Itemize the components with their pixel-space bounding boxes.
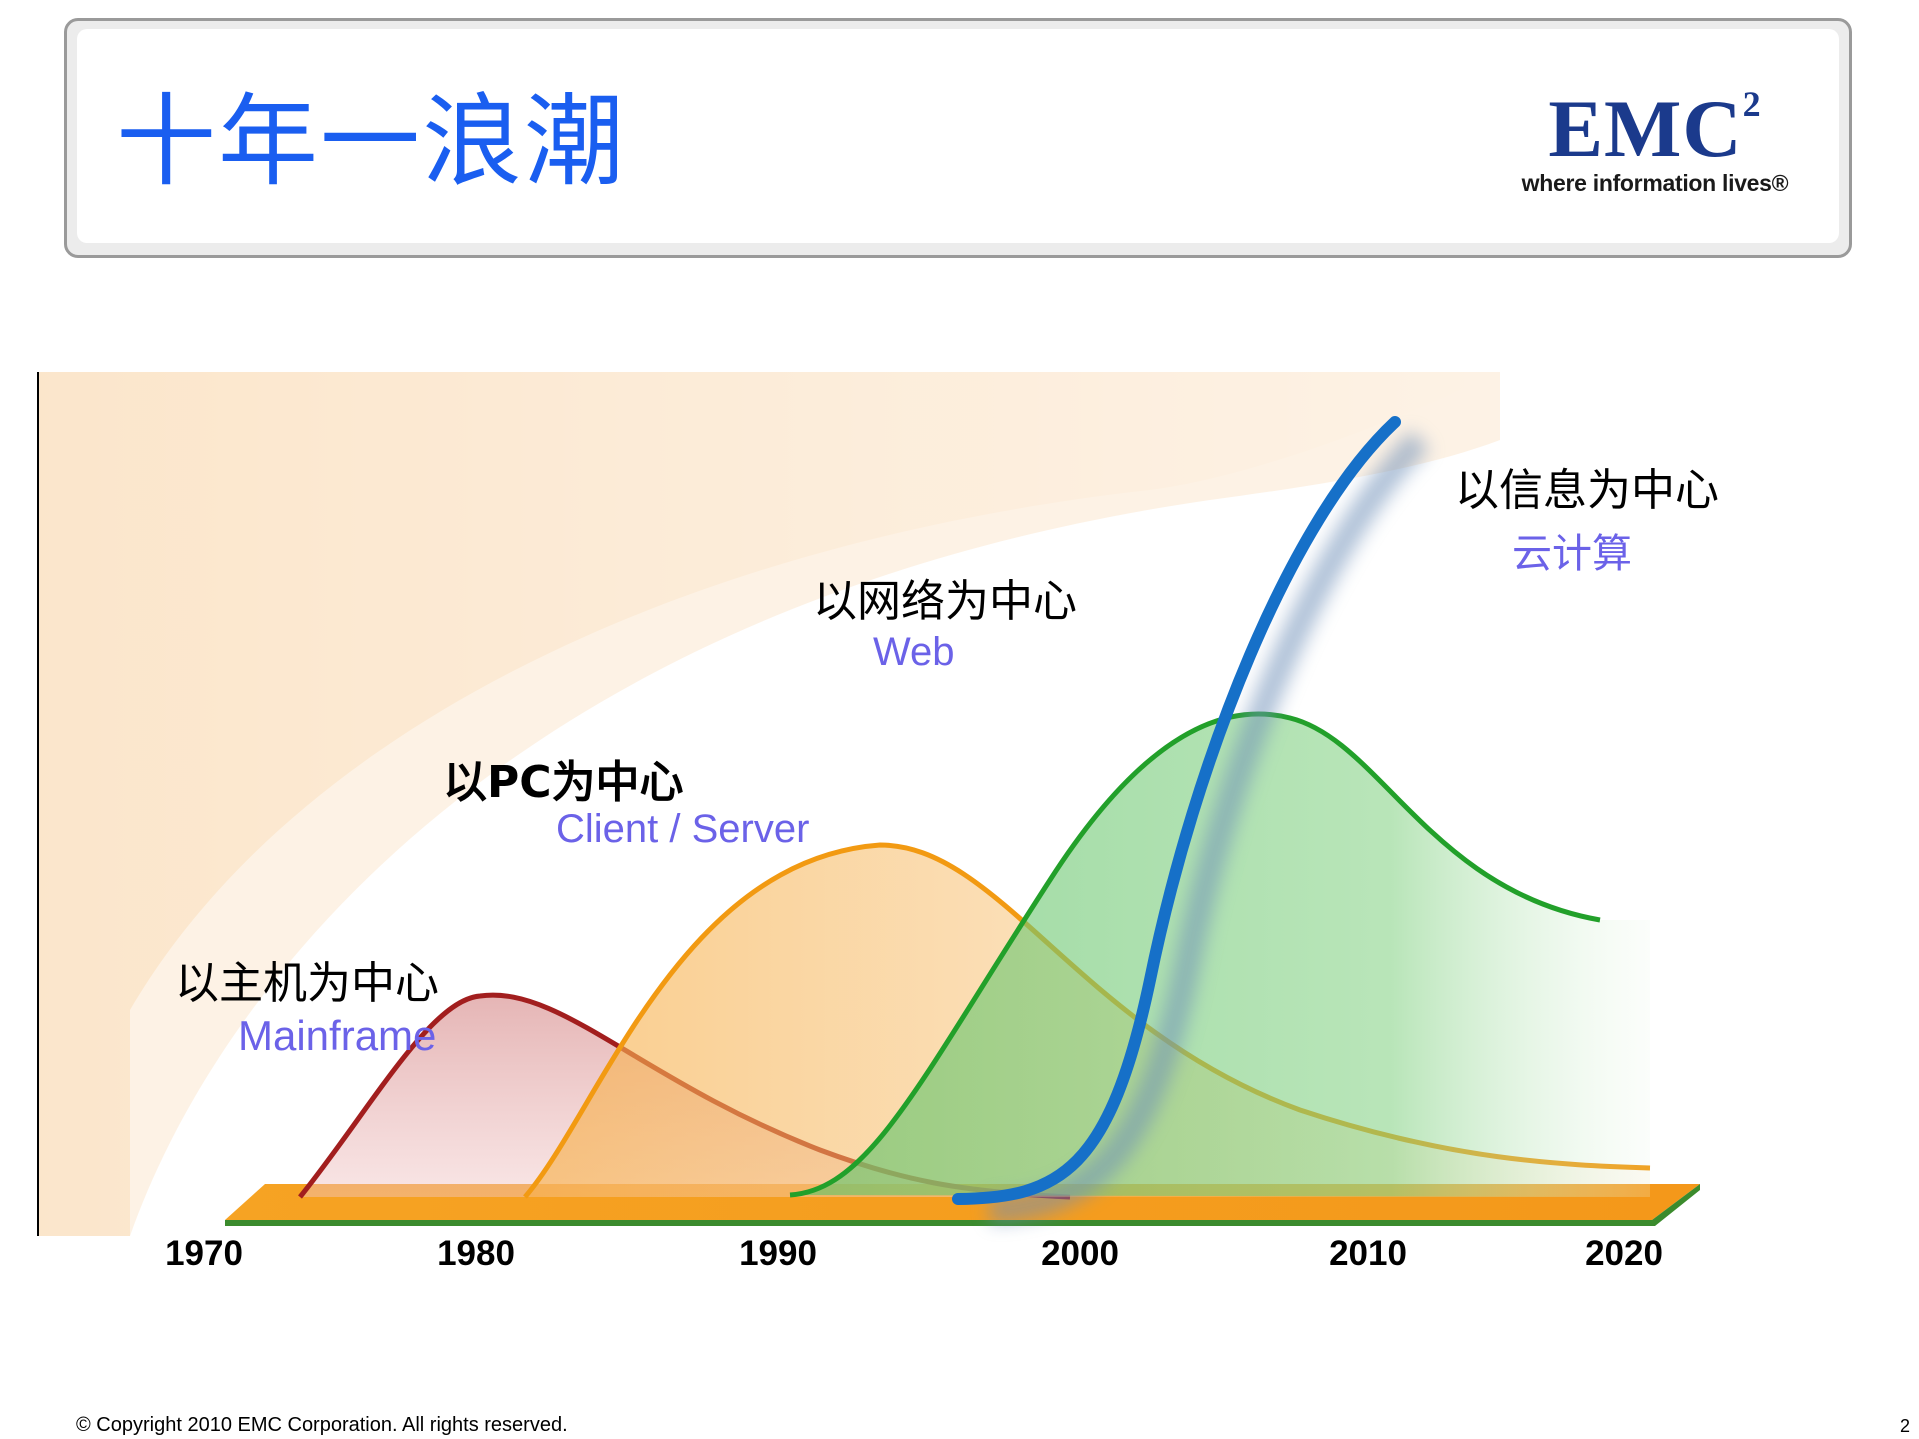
info-wave-line xyxy=(952,416,1401,1205)
emc-logo: EMC2 where information lives® xyxy=(1520,86,1790,197)
info-label: 以信息为中心 xyxy=(1455,465,1719,516)
web-wave-line xyxy=(789,711,1601,1198)
pc-label: 以PC为中心 xyxy=(443,757,684,808)
page-number: 2 xyxy=(1900,1416,1911,1436)
web-wave-fill xyxy=(790,713,1650,1197)
mainframe-label: 以主机为中心 xyxy=(175,958,439,1009)
web-label: 以网络为中心 xyxy=(813,576,1077,627)
title-frame xyxy=(64,18,1852,258)
timeline-base-edge xyxy=(225,1184,1700,1226)
x-tick-label: 2020 xyxy=(1585,1234,1663,1273)
web-sublabel: Web xyxy=(873,630,955,674)
x-tick-label: 1970 xyxy=(165,1234,243,1273)
emc-logo-superscript: 2 xyxy=(1742,84,1762,124)
copyright-notice: © Copyright 2010 EMC Corporation. All ri… xyxy=(76,1414,568,1436)
x-tick-label: 1980 xyxy=(437,1234,515,1273)
x-tick-label: 2000 xyxy=(1041,1234,1119,1273)
title-frame-inner xyxy=(77,29,1839,243)
info-sublabel: 云计算 xyxy=(1512,531,1632,577)
x-tick-label: 2010 xyxy=(1329,1234,1407,1273)
emc-logo-mark: EMC2 xyxy=(1520,86,1790,170)
emc-logo-text: EMC xyxy=(1548,83,1743,174)
mainframe-sublabel: Mainframe xyxy=(238,1012,436,1059)
emc-logo-tagline: where information lives® xyxy=(1521,170,1789,196)
info-wave-shadow xyxy=(989,430,1430,1223)
x-tick-label: 1990 xyxy=(739,1234,817,1273)
slide-title: 十年一浪潮 xyxy=(116,83,626,200)
background-sweep-outer xyxy=(38,372,1500,1236)
pc-sublabel: Client / Server xyxy=(556,807,809,851)
